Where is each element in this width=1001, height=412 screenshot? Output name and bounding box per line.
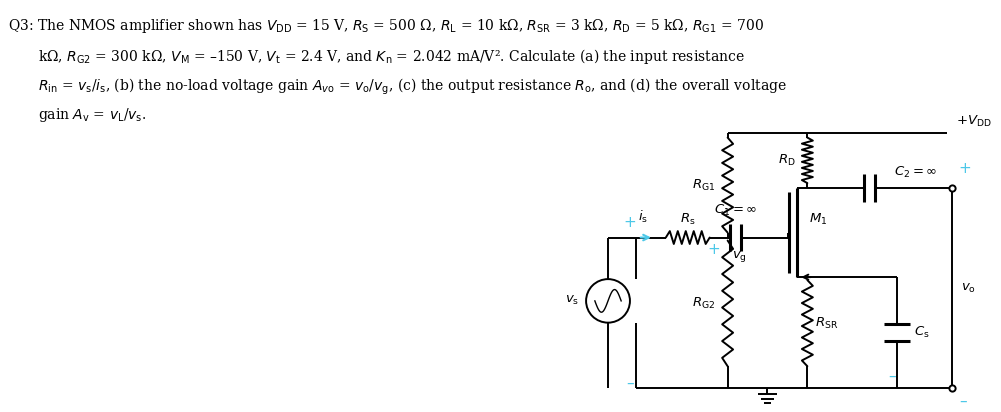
Text: $R_{\rm SR}$: $R_{\rm SR}$ <box>816 316 839 331</box>
Text: $i_{\rm s}$: $i_{\rm s}$ <box>638 208 648 225</box>
Text: +: + <box>624 215 637 229</box>
Text: kΩ, $R_{\rm G2}$ = 300 kΩ, $V_{\rm M}$ = –150 V, $V_{\rm t}$ = 2.4 V, and $K_{\r: kΩ, $R_{\rm G2}$ = 300 kΩ, $V_{\rm M}$ =… <box>38 47 745 66</box>
Text: $+V_{\rm DD}$: $+V_{\rm DD}$ <box>956 114 992 129</box>
Text: +: + <box>959 161 972 176</box>
Text: –: – <box>888 369 896 384</box>
Text: $R_{\rm D}$: $R_{\rm D}$ <box>778 153 796 168</box>
Text: $R_{\rm in}$ = $v_{\rm s}$/$i_{\rm s}$, (b) the no-load voltage gain $A_{v{\rm o: $R_{\rm in}$ = $v_{\rm s}$/$i_{\rm s}$, … <box>38 76 787 96</box>
Text: $v_{\rm s}$: $v_{\rm s}$ <box>565 294 580 307</box>
Text: $R_{\rm G2}$: $R_{\rm G2}$ <box>693 296 716 311</box>
Text: +: + <box>708 241 720 257</box>
Text: $v_{\rm g}$: $v_{\rm g}$ <box>732 249 747 265</box>
Text: $M_1$: $M_1$ <box>810 211 828 227</box>
Text: $C_1 = \infty$: $C_1 = \infty$ <box>714 203 757 218</box>
Text: –: – <box>959 394 967 409</box>
Text: –: – <box>627 376 634 391</box>
Text: gain $A_{\rm v}$ = $v_{\rm L}$/$v_{\rm s}$.: gain $A_{\rm v}$ = $v_{\rm L}$/$v_{\rm s… <box>38 106 146 124</box>
Text: $R_{\rm G1}$: $R_{\rm G1}$ <box>693 178 716 193</box>
Text: Q3: The NMOS amplifier shown has $V_{\rm DD}$ = 15 V, $R_{\rm S}$ = 500 Ω, $R_{\: Q3: The NMOS amplifier shown has $V_{\rm… <box>8 17 764 35</box>
Text: $v_{\rm o}$: $v_{\rm o}$ <box>961 281 976 295</box>
Text: $C_{\rm s}$: $C_{\rm s}$ <box>914 325 930 340</box>
Text: $R_{\rm s}$: $R_{\rm s}$ <box>680 211 696 227</box>
Text: $C_2 = \infty$: $C_2 = \infty$ <box>894 165 937 180</box>
